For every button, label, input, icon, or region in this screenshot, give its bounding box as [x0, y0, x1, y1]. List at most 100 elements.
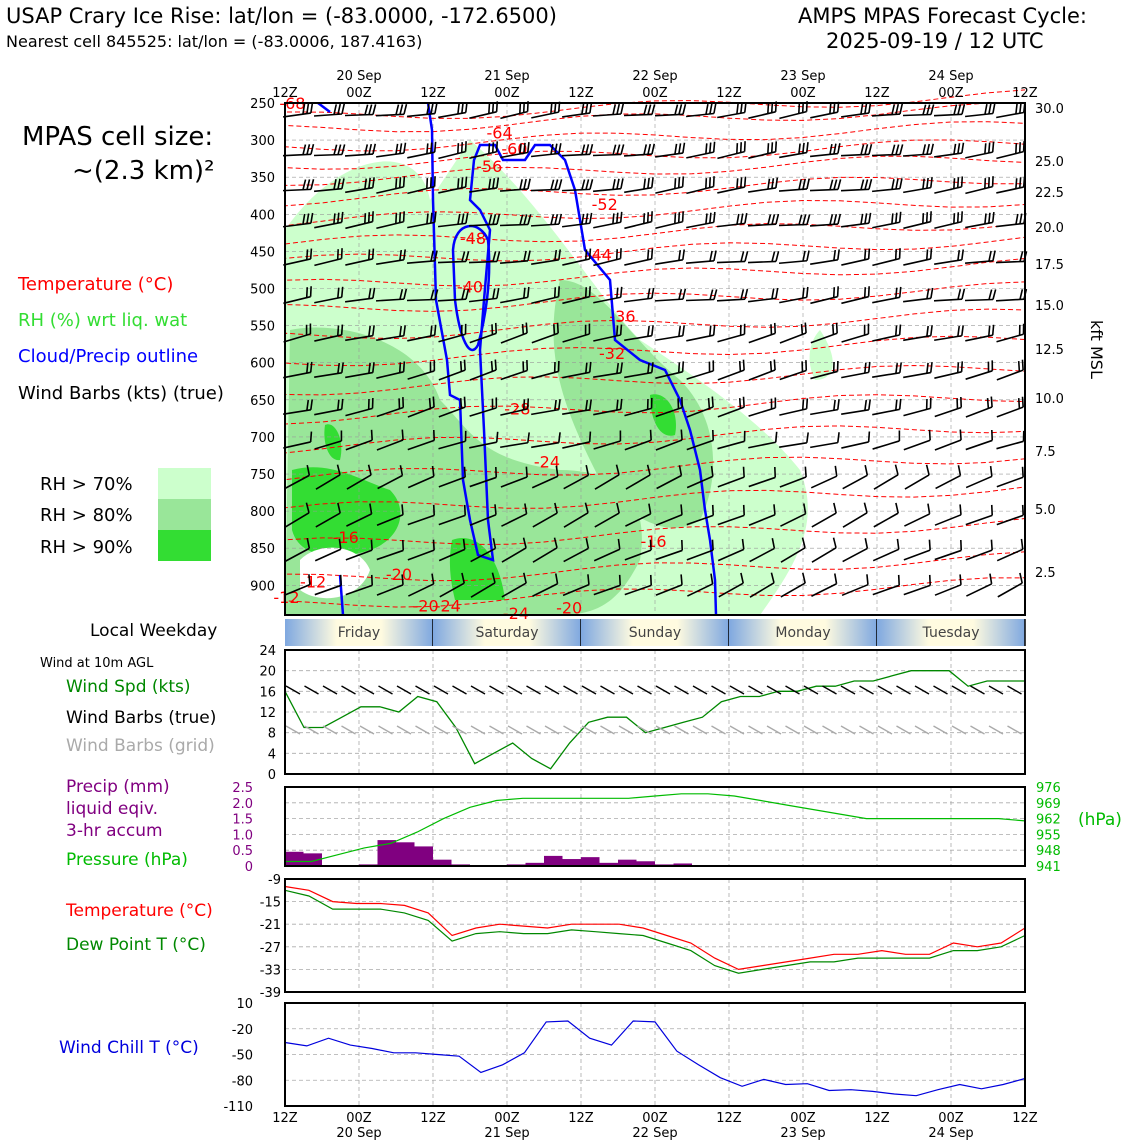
surface-barb-grid [489, 725, 504, 735]
temp-panel-frame [284, 878, 1026, 993]
wind-barb [407, 396, 435, 418]
wind-barb [747, 251, 780, 264]
cross-section-frame [284, 102, 1026, 616]
rh70-swatch [158, 468, 211, 499]
wind-barb [811, 573, 838, 597]
top-time-tick-6: 12Z [716, 86, 742, 101]
bottom-time-tick-9: 00Z [938, 1111, 964, 1126]
surface-barb-true [1007, 685, 1022, 695]
precip-bar-5 [377, 840, 396, 866]
wind-barb [283, 248, 313, 266]
wind-barb [686, 141, 716, 159]
pressure-tick-850: 850 [250, 542, 275, 557]
bottom-time-tick-0: 12Z [272, 1111, 298, 1126]
wind-barb [842, 464, 869, 490]
wind-barb [686, 396, 714, 418]
wind-barb [934, 397, 963, 418]
pressure-axis-tick-3: 962 [1036, 813, 1061, 828]
surface-barb-true [341, 685, 356, 695]
temp-contour-label-15: -20 [386, 565, 412, 584]
wind-barb [780, 572, 806, 598]
wind-barb [344, 104, 377, 117]
wind-barb [934, 142, 965, 158]
wind-barb [345, 574, 374, 596]
wind-barb [314, 248, 343, 267]
wind-barb [686, 360, 715, 380]
pressure-axis-tick-1: 948 [1036, 844, 1061, 859]
wind-barb [438, 538, 466, 562]
wind-barb [624, 177, 654, 194]
wind-barb [563, 538, 590, 563]
surface-barb-grid [304, 725, 319, 735]
cloud-outline-2 [317, 102, 331, 113]
precip-bar-1 [303, 853, 322, 866]
surface-barb-true [618, 685, 634, 695]
wind-barb [313, 178, 345, 193]
wind-barb [873, 464, 899, 490]
wind-barb [964, 289, 997, 302]
legend-rh: RH (%) wrt liq. wat [18, 310, 188, 331]
wind-barb [376, 429, 404, 451]
wind-barb [593, 538, 621, 562]
wind-barb [655, 361, 685, 379]
wind-barb [345, 248, 375, 266]
wind-barb [407, 539, 435, 561]
wind-barb [841, 102, 872, 118]
surface-barb-grid [711, 725, 726, 735]
bottom-time-tick-3: 00Z [494, 1111, 520, 1126]
wind-barb [685, 289, 718, 302]
wind-barb [903, 248, 933, 266]
wind-barb [904, 503, 931, 527]
wind-barb [686, 465, 714, 489]
wind-barb [686, 176, 715, 195]
pressure-axis-tick-5: 976 [1036, 781, 1061, 796]
wind-barb [563, 502, 589, 528]
wind-barb [655, 574, 683, 596]
wind-barb [934, 325, 964, 342]
wind-barb [778, 250, 810, 265]
windchill-tick-3: -80 [232, 1074, 253, 1089]
wind-barb [686, 539, 714, 561]
spd-tick-5: 20 [259, 665, 276, 680]
wind-barb [934, 176, 964, 194]
wind-barb [562, 212, 593, 228]
wind-barb [686, 211, 716, 229]
temp-contour-3 [284, 139, 1026, 173]
surface-barb-grid [415, 725, 430, 735]
wind-barb [996, 359, 1024, 381]
surface-barb-true [748, 685, 763, 695]
bottom-time-tick-1: 00Z [346, 1111, 372, 1126]
wind-barb [655, 504, 683, 526]
surface-barb-grid [933, 725, 948, 735]
temp-contour-label-9: -32 [599, 344, 625, 363]
bottom-date-tick-4: 24 Sep [928, 1126, 973, 1140]
top-time-tick-4: 12Z [568, 86, 594, 101]
temp-tick-2: -21 [260, 918, 281, 933]
surface-barb-true [822, 685, 837, 695]
precip-tick-1: 0.5 [232, 844, 253, 859]
wind-barb [934, 574, 962, 596]
wind-barb [965, 360, 994, 380]
windchill-panel-frame [284, 1002, 1026, 1107]
surface-barb-true [544, 685, 560, 695]
wind-barb [965, 465, 993, 489]
top-time-tick-5: 00Z [642, 86, 668, 101]
precip-bar-13 [525, 862, 544, 866]
wind-barb [438, 359, 466, 381]
wind-barb [438, 176, 468, 194]
wind-barb [965, 396, 993, 418]
windchill-tick-4: -110 [223, 1100, 253, 1115]
wind-barb [841, 399, 871, 416]
wind-barb [841, 574, 869, 597]
wind-barb [530, 143, 562, 158]
wind-barb [314, 398, 344, 416]
wind-barb [748, 322, 777, 344]
temp-contour-15 [284, 425, 1026, 456]
wind-barb [840, 179, 873, 192]
temp-contour-label-11: -24 [534, 452, 560, 471]
wind-barb [748, 101, 778, 119]
surface-barb-grid [822, 725, 837, 735]
surface-barb-true [396, 685, 412, 695]
pressure-tick-750: 750 [250, 468, 275, 483]
surface-barb-true [766, 685, 782, 695]
